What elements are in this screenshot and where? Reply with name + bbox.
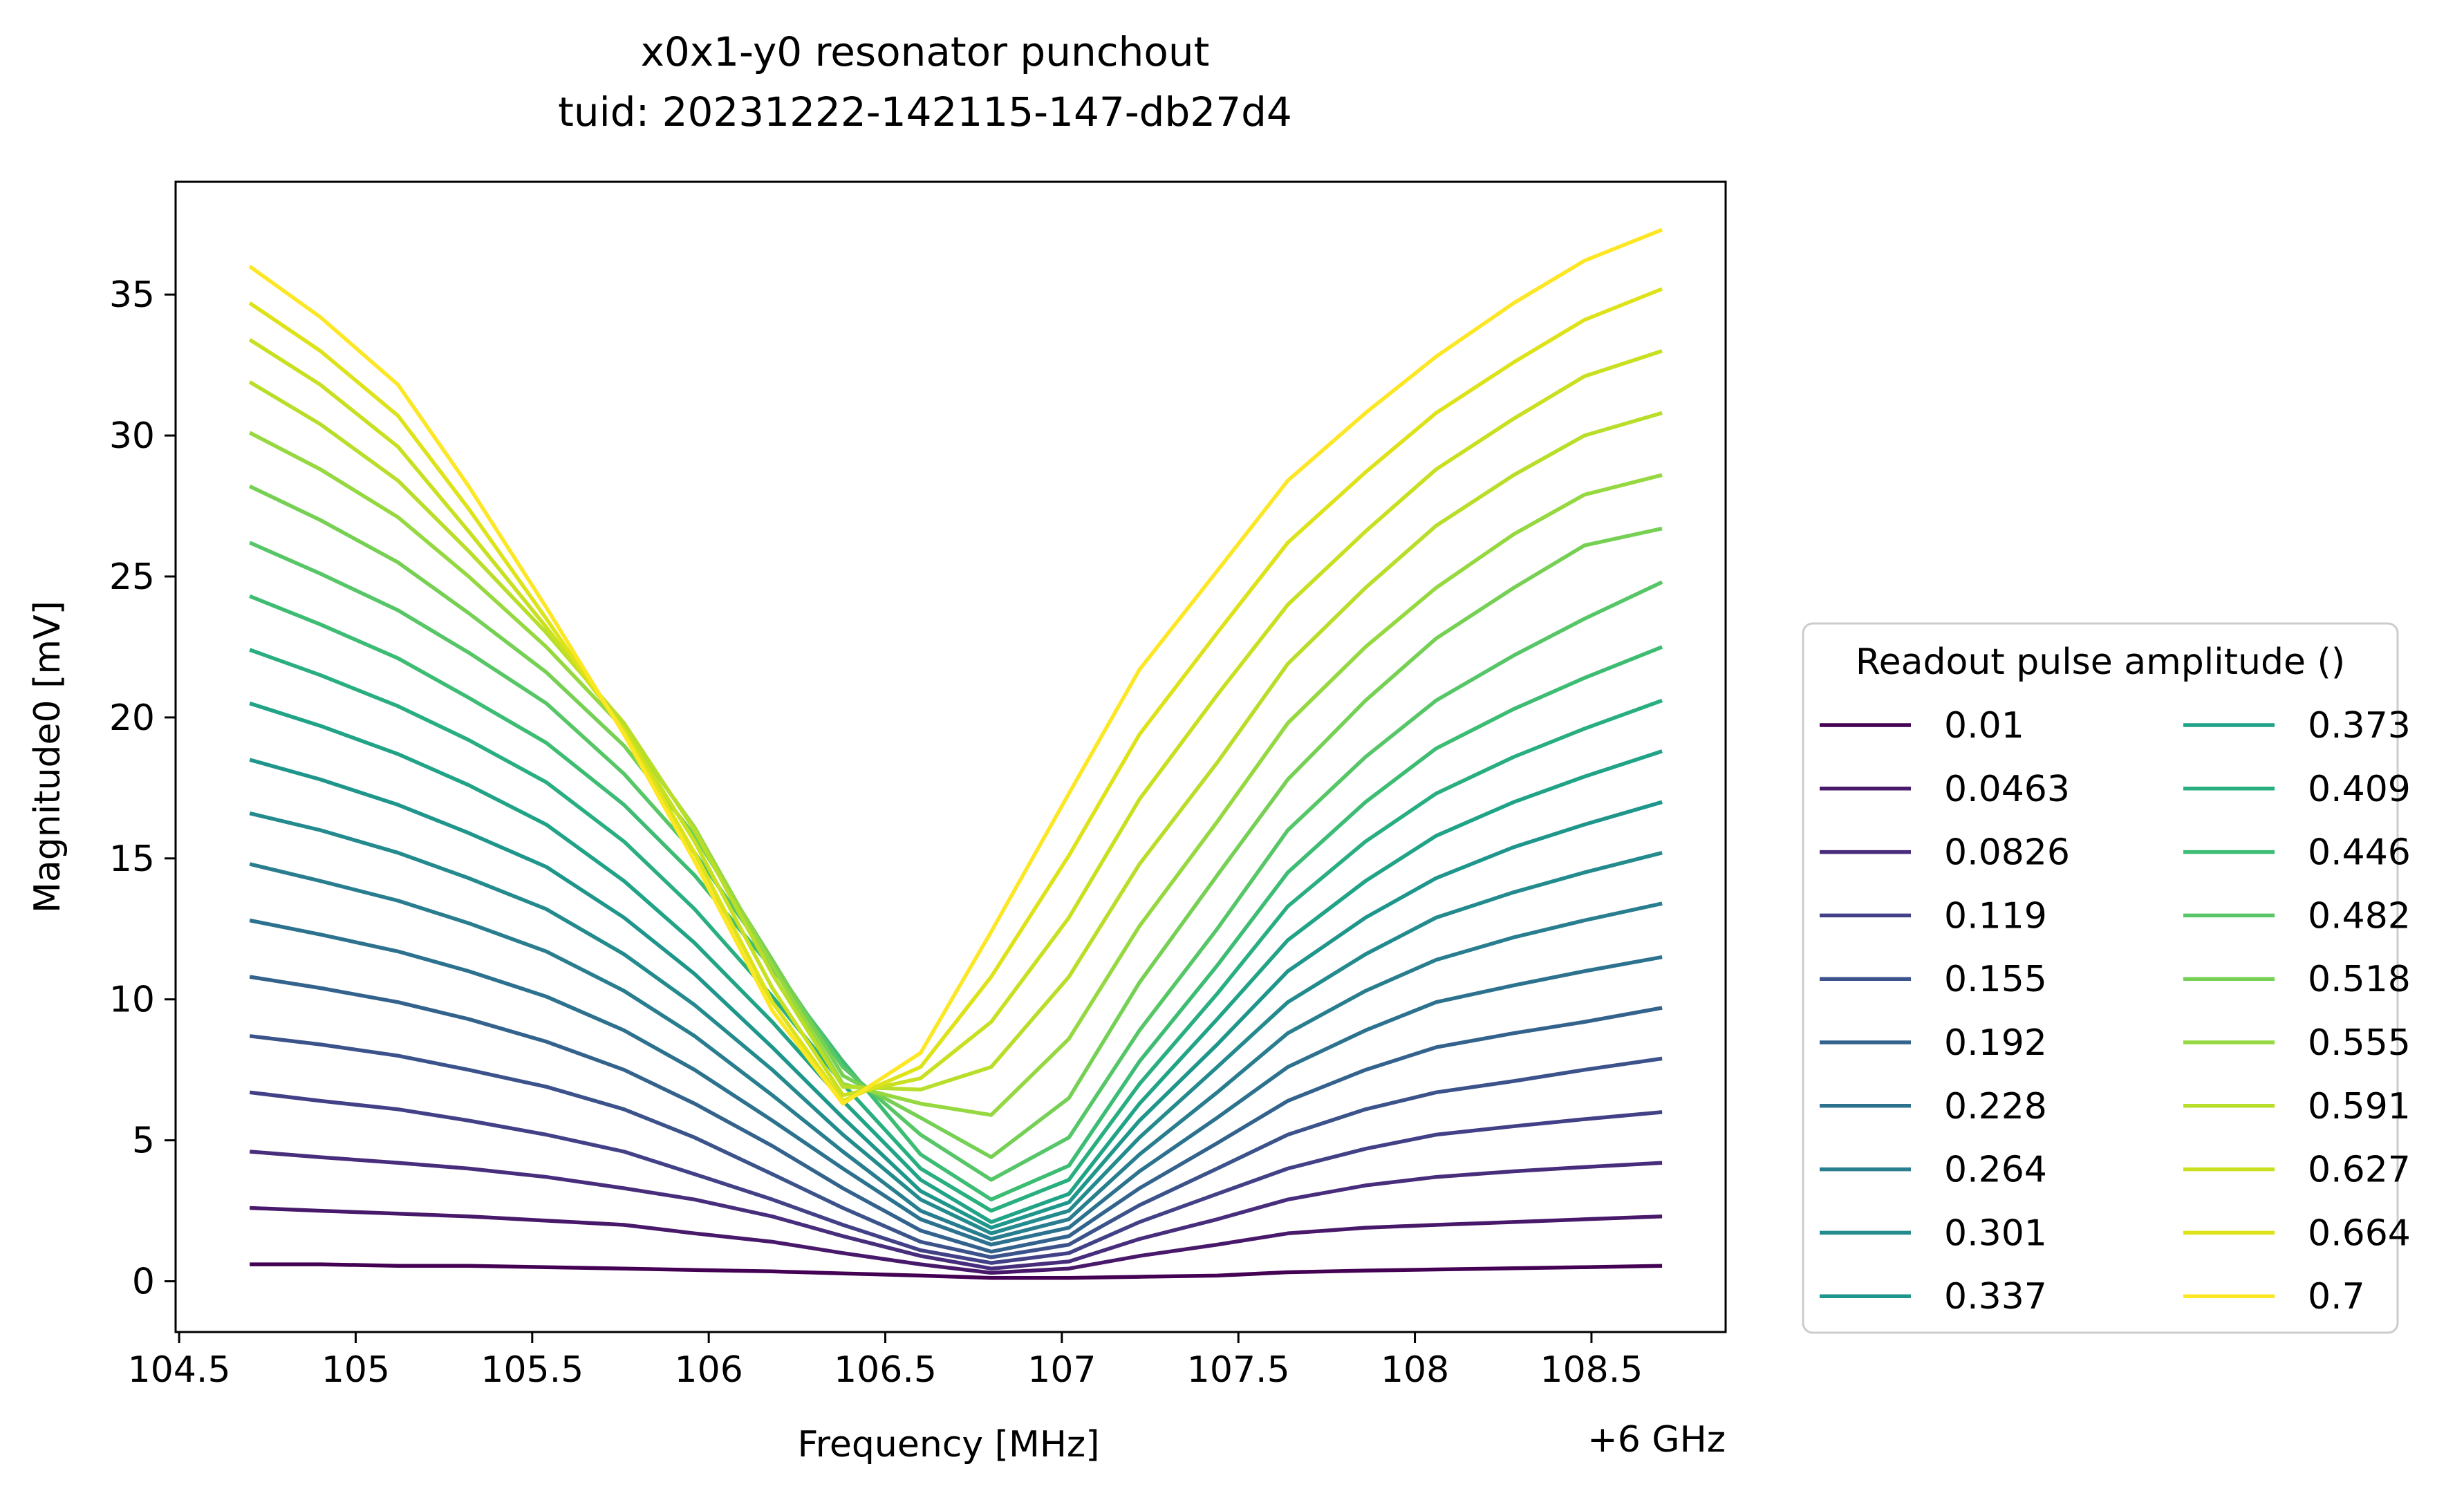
series-line-0.446 (249, 594, 1663, 1202)
legend-label: 0.627 (2308, 1150, 2411, 1191)
y-tick-label: 30 (109, 415, 155, 457)
y-tick-label: 35 (109, 274, 155, 316)
series-line-0.192 (249, 975, 1663, 1254)
y-axis: 0 5 10 15 20 25 30 35 (109, 274, 176, 1303)
y-tick-label: 0 (132, 1262, 155, 1303)
chart-subtitle: tuid: 20231222-142115-147-db27d4 (558, 88, 1292, 135)
legend: Readout pulse amplitude () 0.010.04630.0… (1802, 622, 2411, 1334)
series-line-0.337 (249, 758, 1663, 1230)
series-line-0.301 (249, 811, 1663, 1236)
x-tick-label: 105 (321, 1349, 390, 1391)
legend-title: Readout pulse amplitude () (1856, 641, 2345, 683)
y-tick-label: 20 (109, 697, 155, 739)
legend-label: 0.591 (2308, 1086, 2411, 1127)
series-lines (248, 227, 1663, 1280)
legend-label: 0.518 (2308, 959, 2411, 1000)
legend-label: 0.373 (2308, 705, 2411, 747)
series-line-0.482 (249, 541, 1663, 1182)
y-axis-label: Magnitude0 [mV] (27, 601, 68, 913)
series-line-0.518 (249, 485, 1663, 1159)
legend-label: 0.0826 (1944, 832, 2070, 874)
legend-label: 0.301 (1944, 1212, 2047, 1254)
x-tick-label: 106.5 (834, 1349, 937, 1391)
series-line-0.0826 (249, 1150, 1663, 1270)
x-tick-label: 105.5 (480, 1349, 584, 1391)
series-line-0.555 (248, 431, 1663, 1117)
legend-label: 0.409 (2308, 769, 2411, 810)
legend-label: 0.192 (1944, 1022, 2047, 1064)
x-tick-label: 108 (1381, 1349, 1449, 1391)
x-tick-label: 104.5 (128, 1349, 231, 1391)
x-offset-label: +6 GHz (1587, 1419, 1726, 1461)
series-line-0.7 (248, 227, 1663, 1106)
legend-label: 0.664 (2308, 1212, 2411, 1254)
legend-label: 0.337 (1944, 1276, 2047, 1317)
y-tick-label: 25 (109, 556, 155, 598)
plot-frame (174, 180, 1727, 1333)
legend-label: 0.482 (2308, 895, 2411, 937)
x-axis: 104.5 105 105.5 106 106.5 107 107.5 108 108.5 (128, 1332, 1643, 1391)
series-line-0.01 (250, 1262, 1663, 1280)
legend-label: 0.155 (1944, 959, 2047, 1000)
legend-label: 0.01 (1944, 705, 2024, 747)
x-tick-label: 107 (1027, 1349, 1096, 1391)
series-line-0.119 (249, 1090, 1663, 1265)
legend-label: 0.7 (2308, 1276, 2365, 1317)
y-tick-label: 15 (109, 838, 155, 880)
x-axis-label: Frequency [MHz] (798, 1424, 1100, 1465)
series-line-0.627 (248, 338, 1663, 1098)
legend-label: 0.119 (1944, 895, 2047, 937)
series-line-0.0463 (250, 1206, 1663, 1275)
series-line-0.264 (249, 862, 1663, 1241)
x-tick-label: 106 (675, 1349, 743, 1391)
legend-label: 0.0463 (1944, 769, 2070, 810)
y-tick-label: 5 (132, 1120, 155, 1162)
series-line-0.591 (248, 380, 1663, 1092)
legend-label: 0.555 (2308, 1022, 2411, 1064)
legend-frame (1802, 622, 2399, 1334)
x-tick-label: 107.5 (1187, 1349, 1290, 1391)
legend-label: 0.228 (1944, 1086, 2047, 1127)
x-tick-label: 108.5 (1540, 1349, 1643, 1391)
legend-label: 0.264 (1944, 1150, 2047, 1191)
series-line-0.664 (248, 287, 1663, 1103)
series-line-0.155 (249, 1034, 1663, 1259)
series-line-0.409 (249, 648, 1663, 1213)
legend-label: 0.446 (2308, 832, 2411, 874)
series-line-0.373 (249, 701, 1663, 1224)
series-line-0.228 (249, 918, 1663, 1247)
chart-title: x0x1-y0 resonator punchout (641, 28, 1210, 75)
y-tick-label: 10 (109, 979, 155, 1021)
legend-items: 0.01 0.0463 0.0826 0.119 0.155 0.192 0.228 0.26… (1820, 705, 2411, 1317)
